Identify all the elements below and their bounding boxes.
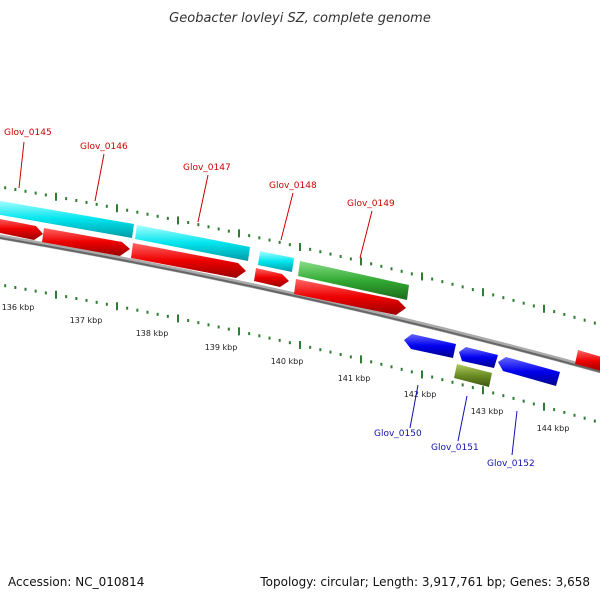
gene-label-glov-0147[interactable]: Glov_0147	[183, 163, 231, 223]
cds-arrow-glov-0147[interactable]	[131, 243, 246, 278]
cds-arrow-glov-0148[interactable]	[254, 268, 289, 287]
genome-backbone	[0, 234, 600, 374]
cds-arrow-glov-0146[interactable]	[42, 228, 130, 256]
scale-label: 141 kbp	[338, 374, 371, 383]
scale-label: 136 kbp	[2, 303, 35, 312]
gene-label-glov-0149[interactable]: Glov_0149	[347, 199, 395, 259]
gene-label-glov-0145[interactable]: Glov_0145	[4, 128, 52, 189]
svg-text:Glov_0149: Glov_0149	[347, 199, 395, 209]
scale-label: 142 kbp	[404, 390, 437, 399]
scale-label: 143 kbp	[471, 407, 504, 416]
cyan-feature-2[interactable]	[135, 225, 250, 261]
cds-arrow-right-edge[interactable]	[575, 350, 600, 372]
cds-arrow-glov-0152[interactable]	[498, 357, 560, 386]
gene-label-glov-0148[interactable]: Glov_0148	[269, 181, 317, 241]
olive-feature[interactable]	[454, 364, 492, 387]
cds-arrow-glov-0149[interactable]	[294, 279, 406, 315]
svg-text:Glov_0148: Glov_0148	[269, 181, 317, 191]
svg-text:Glov_0150: Glov_0150	[374, 429, 422, 439]
svg-text:Glov_0146: Glov_0146	[80, 142, 128, 152]
gene-label-glov-0151[interactable]: Glov_0151	[431, 395, 479, 453]
genome-backbone-shadow	[0, 236, 600, 373]
scale-label: 137 kbp	[70, 316, 103, 325]
accession-text: Accession: NC_010814	[8, 575, 144, 589]
gene-label-glov-0152[interactable]: Glov_0152	[487, 410, 535, 469]
cds-arrow-glov-0145[interactable]	[0, 218, 43, 240]
scale-label: 144 kbp	[537, 424, 570, 433]
gene-label-glov-0150[interactable]: Glov_0150	[374, 384, 422, 439]
green-feature[interactable]	[298, 261, 409, 300]
cds-arrow-glov-0150[interactable]	[404, 334, 456, 358]
map-title: Geobacter lovleyi SZ, complete genome	[169, 11, 431, 26]
scale-label: 139 kbp	[205, 343, 238, 352]
svg-text:Glov_0147: Glov_0147	[183, 163, 231, 173]
scale-label: 138 kbp	[136, 329, 169, 338]
gene-label-glov-0146[interactable]: Glov_0146	[80, 142, 128, 202]
scale-label: 140 kbp	[271, 357, 304, 366]
outer-tick-track	[4, 186, 596, 325]
svg-text:Glov_0151: Glov_0151	[431, 443, 479, 453]
inner-scale-track: 136 kbp 137 kbp 138 kbp 139 kbp 140 kbp 141 k…	[2, 284, 596, 433]
cyan-feature-3[interactable]	[258, 251, 294, 272]
svg-text:Glov_0145: Glov_0145	[4, 128, 52, 138]
svg-text:Glov_0152: Glov_0152	[487, 459, 535, 469]
cds-arrow-glov-0151[interactable]	[459, 347, 498, 368]
genome-summary-text: Topology: circular; Length: 3,917,761 bp…	[259, 575, 590, 589]
cyan-feature-1[interactable]	[0, 200, 134, 238]
